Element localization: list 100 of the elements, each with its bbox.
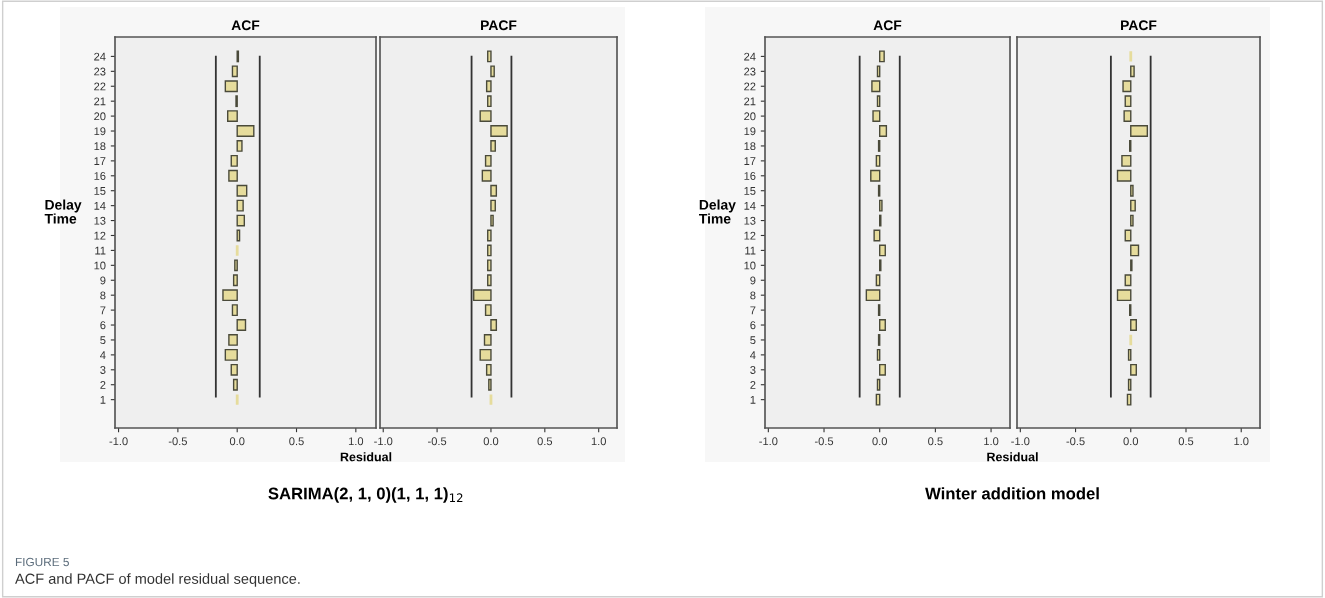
y-tick-label: 16	[744, 172, 756, 180]
bar	[484, 304, 492, 317]
bar	[879, 319, 886, 331]
bar	[1130, 199, 1136, 212]
bar	[490, 199, 496, 212]
bar	[1130, 125, 1149, 137]
bar	[1130, 214, 1134, 227]
bar	[479, 110, 492, 123]
x-tick-label: -0.5	[168, 437, 187, 446]
y-tick-label: 18	[744, 142, 756, 151]
bar	[1130, 184, 1134, 197]
y-tick-label: 15	[744, 187, 756, 195]
bar	[488, 378, 492, 391]
x-tick-label: -1.0	[759, 437, 778, 446]
x-tick-label: 0.0	[483, 437, 499, 446]
y-tick-label: 21	[94, 97, 106, 106]
bar	[1122, 80, 1132, 93]
y-tick-label: 3	[750, 366, 756, 374]
y-tick-label: 13	[744, 216, 756, 225]
x-axis-title: Residual	[340, 452, 392, 462]
y-tick-label: 20	[744, 112, 756, 121]
bar	[483, 334, 492, 346]
bar	[865, 289, 881, 302]
y-tick-label: 11	[745, 246, 756, 255]
y-tick-label: 24	[744, 52, 756, 61]
bar	[1130, 244, 1140, 257]
bar	[1130, 319, 1137, 331]
x-tick-label: 1.0	[1234, 437, 1249, 446]
bar	[490, 125, 508, 137]
y-tick-label: 5	[750, 336, 756, 345]
y-tick-label: 23	[744, 67, 756, 76]
y-tick-label: 19	[744, 127, 756, 136]
y-tick-label: 13	[94, 216, 106, 225]
x-tick-label: 1.0	[591, 437, 606, 446]
y-tick-label: 17	[744, 157, 756, 165]
y-tick-label: 20	[94, 112, 106, 121]
y-tick-label: 14	[94, 202, 106, 210]
bar	[1130, 363, 1137, 376]
bar	[232, 378, 238, 391]
y-tick-label: 12	[744, 231, 756, 240]
bar	[1116, 169, 1132, 182]
bar	[236, 199, 244, 212]
bar	[487, 274, 492, 287]
bar	[236, 319, 247, 331]
x-tick-label: -1.0	[1011, 437, 1030, 446]
bar	[879, 125, 888, 137]
bar	[230, 363, 238, 376]
bar	[231, 304, 238, 317]
bar	[879, 50, 885, 63]
bar	[479, 348, 492, 361]
y-tick-label: 1	[750, 396, 756, 404]
x-tick-label: -1.0	[109, 437, 128, 446]
y-tick-label: 3	[100, 366, 106, 374]
bar	[490, 65, 495, 78]
bar	[487, 244, 492, 257]
y-tick-label: 23	[94, 67, 106, 76]
y-axis-title: Delay Time	[699, 199, 736, 224]
bar	[490, 184, 498, 197]
bar	[473, 289, 492, 302]
bar	[222, 289, 238, 302]
y-tick-label: 14	[744, 202, 756, 210]
y-tick-label: 16	[94, 172, 106, 180]
bar	[230, 154, 238, 167]
bar	[879, 199, 883, 212]
y-tick-label: 7	[100, 306, 106, 315]
text: SARIMA(2, 1, 0)(1, 1, 1)$_{12}$	[268, 487, 463, 503]
bar	[224, 80, 238, 93]
bar	[236, 184, 248, 197]
y-tick-label: 4	[100, 351, 106, 359]
text: ACF and PACF of model residual sequence.	[15, 573, 300, 587]
bar	[484, 154, 492, 167]
y-tick-label: 6	[100, 321, 106, 330]
bar	[227, 110, 238, 123]
text: Winter addition model	[925, 487, 1099, 500]
y-tick-label: 2	[100, 380, 106, 389]
bar	[487, 229, 492, 242]
bar	[487, 95, 492, 108]
bar	[234, 259, 238, 272]
x-tick-label: 0.5	[289, 437, 304, 446]
x-tick-label: 0.0	[1123, 437, 1139, 446]
chart-title: ACF	[873, 20, 902, 31]
bar	[236, 125, 255, 137]
bar	[490, 319, 498, 331]
y-tick-label: 8	[750, 291, 756, 300]
bar	[1124, 274, 1132, 287]
y-tick-label: 9	[750, 276, 756, 285]
x-tick-label: -0.5	[1066, 437, 1085, 446]
x-tick-label: 1.0	[984, 437, 999, 446]
y-tick-label: 24	[94, 52, 106, 61]
bar	[1123, 110, 1132, 123]
y-tick-label: 18	[94, 142, 106, 151]
x-tick-label: 0.5	[928, 437, 943, 446]
chart-title: PACF	[481, 20, 517, 31]
bar	[879, 244, 886, 257]
bar	[487, 50, 492, 63]
y-tick-label: 5	[100, 336, 106, 345]
bar	[872, 110, 881, 123]
bar	[232, 274, 238, 287]
bar	[1124, 95, 1132, 108]
y-tick-label: 19	[94, 127, 106, 136]
